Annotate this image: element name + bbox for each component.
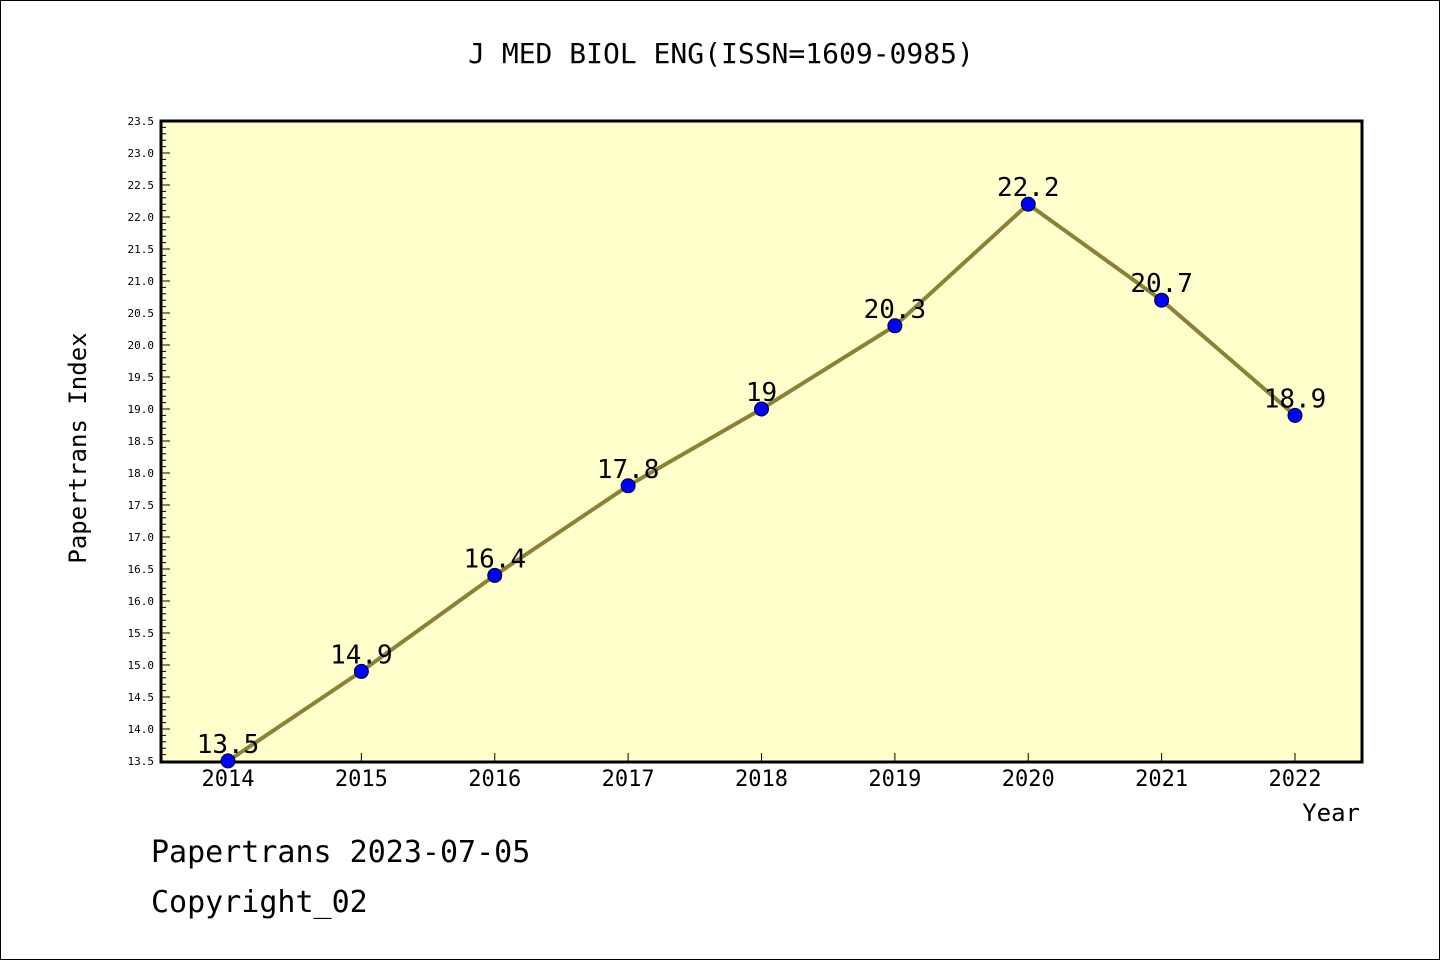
y-tick-label: 13.5 <box>128 755 155 768</box>
plot-area <box>159 119 1364 764</box>
data-point <box>487 567 503 583</box>
data-label: 22.2 <box>997 173 1060 203</box>
x-tick-label: 2022 <box>1269 767 1322 792</box>
y-axis-label: Papertrans Index <box>64 332 92 563</box>
y-tick-label: 19.5 <box>128 371 155 384</box>
x-tick-label: 2021 <box>1135 767 1188 792</box>
data-label: 18.9 <box>1264 384 1327 414</box>
x-axis-label: Year <box>1302 799 1360 827</box>
y-tick-label: 17.0 <box>128 531 155 544</box>
x-tick-label: 2017 <box>602 767 655 792</box>
data-point <box>1287 407 1303 423</box>
data-label: 14.9 <box>330 640 393 670</box>
footer-copyright: Copyright_02 <box>151 885 368 920</box>
y-tick-label: 15.0 <box>128 659 155 672</box>
y-tick-label: 21.0 <box>128 275 155 288</box>
y-tick-label: 23.0 <box>128 147 155 160</box>
data-point <box>220 753 236 769</box>
y-tick-label: 20.5 <box>128 307 155 320</box>
data-label: 19 <box>746 378 777 408</box>
y-tick-label: 23.5 <box>128 115 155 128</box>
y-tick-label: 15.5 <box>128 627 155 640</box>
data-point <box>620 478 636 494</box>
x-tick-label: 2014 <box>202 767 255 792</box>
data-point <box>887 318 903 334</box>
y-tick-label: 16.0 <box>128 595 155 608</box>
y-tick-label: 22.0 <box>128 211 155 224</box>
y-tick-label: 22.5 <box>128 179 155 192</box>
x-tick-label: 2015 <box>335 767 388 792</box>
footer-date: Papertrans 2023-07-05 <box>151 835 531 870</box>
data-label: 16.4 <box>463 544 526 574</box>
data-label: 20.7 <box>1130 269 1193 299</box>
data-label: 13.5 <box>197 730 260 760</box>
x-axis: 2014 2015 2016 2017 2018 2019 2020 2021 2022 <box>202 753 1322 792</box>
data-point <box>754 401 769 417</box>
data-label: 17.8 <box>597 455 660 485</box>
data-point <box>353 663 369 679</box>
y-tick-label: 19.0 <box>128 403 155 416</box>
y-tick-label: 20.0 <box>128 339 155 352</box>
y-axis: 13.5 14.0 14.5 15.0 15.5 16.0 16.5 17.0 17.5 18.0… <box>128 115 170 768</box>
data-point <box>1020 196 1036 212</box>
y-tick-label: 16.5 <box>128 563 155 576</box>
y-tick-label: 14.0 <box>128 723 155 736</box>
x-tick-label: 2019 <box>868 767 921 792</box>
y-tick-label: 14.5 <box>128 691 155 704</box>
y-tick-label: 18.0 <box>128 467 155 480</box>
chart-title: J MED BIOL ENG(ISSN=1609-0985) <box>468 37 974 70</box>
y-tick-label: 17.5 <box>128 499 155 512</box>
y-tick-label: 18.5 <box>128 435 155 448</box>
data-point <box>1154 292 1170 308</box>
x-tick-label: 2016 <box>468 767 521 792</box>
series-layer: 13.5 14.9 16.4 17.8 19 20.3 22.2 20.7 18.9 <box>197 173 1327 769</box>
x-tick-label: 2018 <box>735 767 788 792</box>
y-tick-label: 21.5 <box>128 243 155 256</box>
data-label: 20.3 <box>864 295 927 325</box>
x-tick-label: 2020 <box>1002 767 1055 792</box>
